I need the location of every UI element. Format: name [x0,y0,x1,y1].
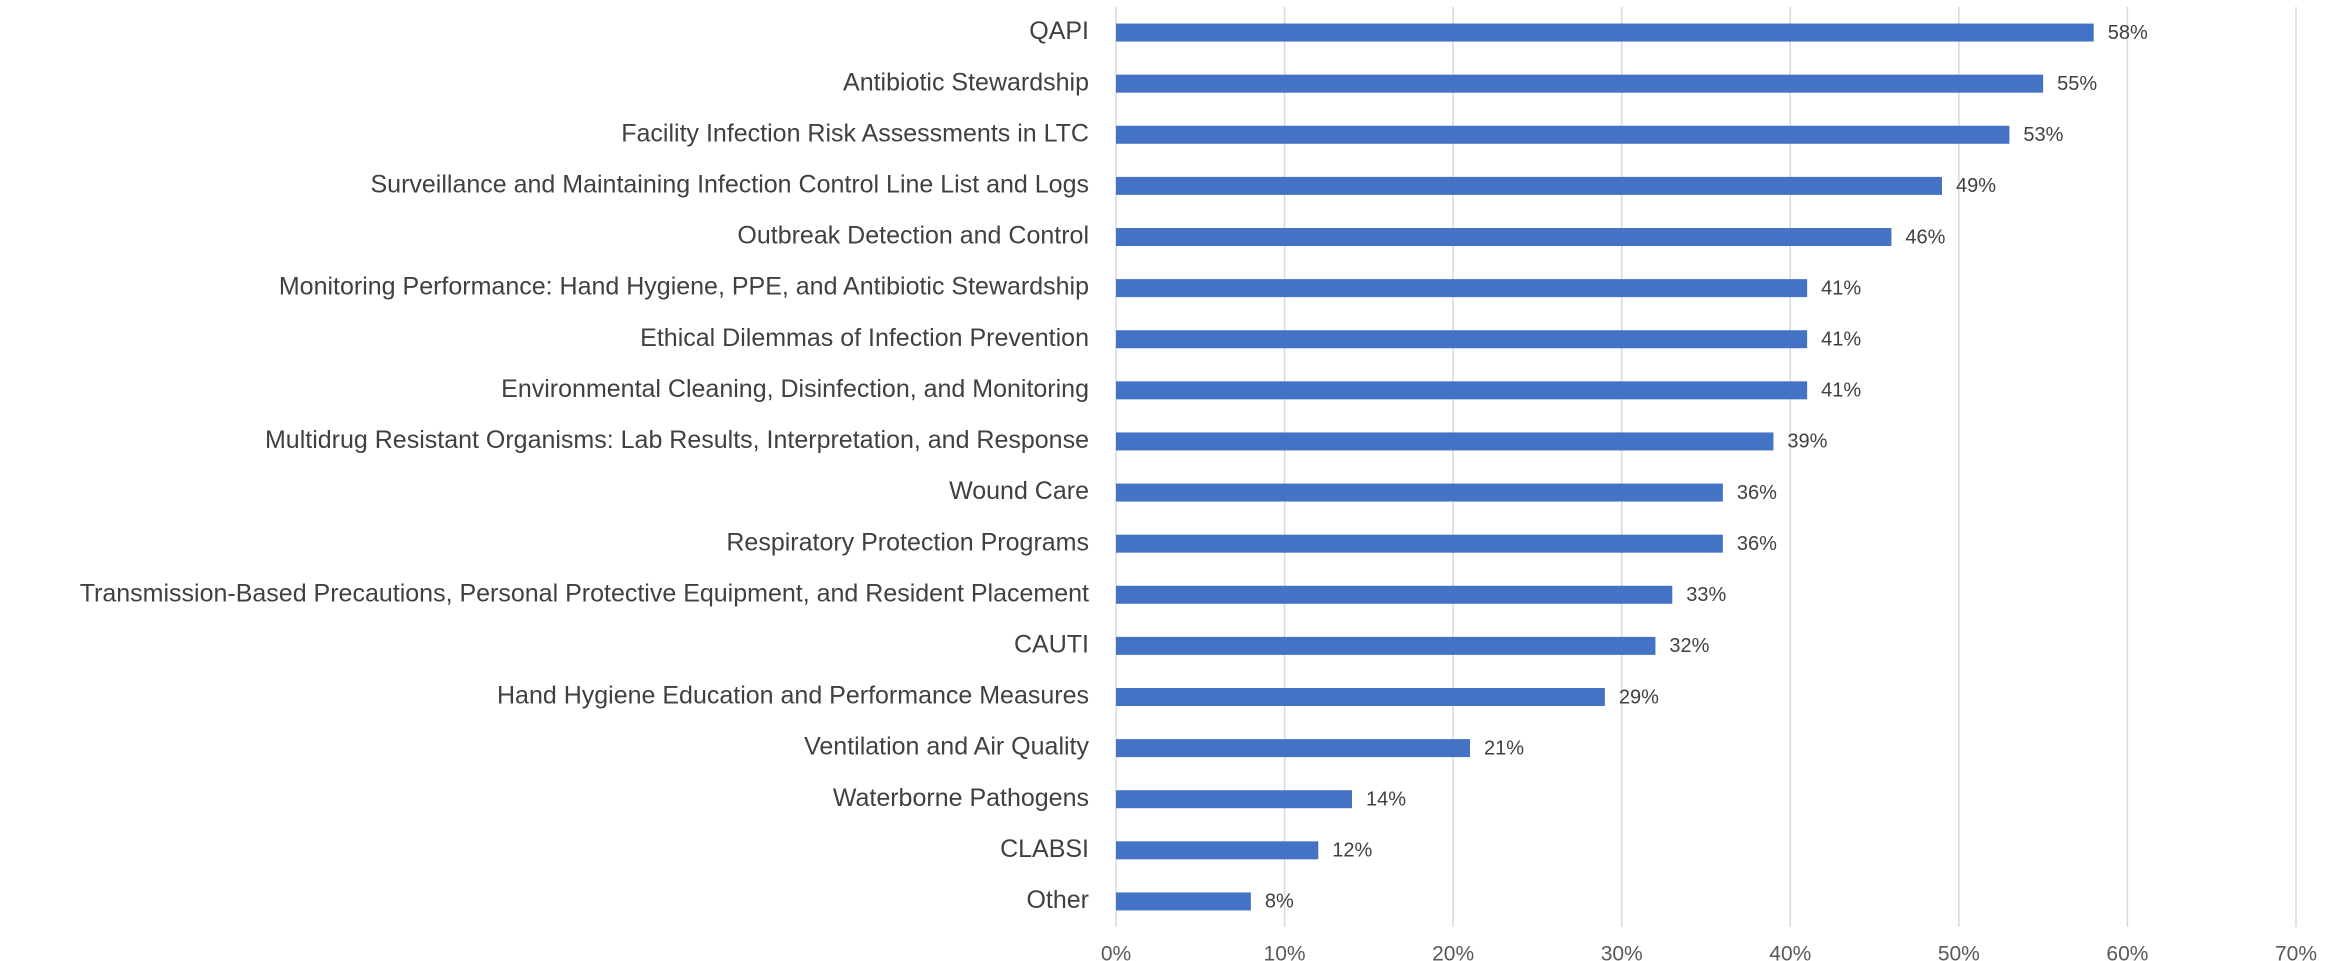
value-label: 58% [2108,22,2148,44]
value-label: 53% [2023,124,2063,146]
bar [1116,381,1808,400]
category-label: Ventilation and Air Quality [804,733,1089,761]
bar [1116,330,1808,349]
bar [1116,636,1656,655]
category-label: Monitoring Performance: Hand Hygiene, PP… [279,273,1089,301]
category-label: Transmission-Based Precautions, Personal… [80,579,1089,607]
value-label: 36% [1737,482,1777,504]
category-label: CAUTI [1014,630,1089,658]
x-tick-label: 50% [1938,943,1980,961]
bar [1116,74,2044,93]
bar [1116,892,1251,911]
category-label: Respiratory Protection Programs [726,528,1089,556]
value-label: 39% [1787,431,1827,453]
category-label: Multidrug Resistant Organisms: Lab Resul… [265,426,1089,454]
value-label: 55% [2057,73,2097,95]
value-label: 41% [1821,329,1861,351]
bar [1116,534,1723,553]
bar [1116,432,1774,451]
value-label: 41% [1821,380,1861,402]
value-label: 32% [1669,635,1709,657]
value-label: 14% [1366,789,1406,811]
bar [1116,688,1605,706]
value-label: 41% [1821,277,1861,299]
category-label: CLABSI [1000,835,1089,863]
category-label: Wound Care [949,477,1089,505]
value-label: 21% [1484,737,1524,759]
category-label: Outbreak Detection and Control [737,222,1089,250]
bar [1116,176,1942,195]
category-label: Facility Infection Risk Assessments in L… [621,119,1089,147]
category-label: QAPI [1029,17,1089,45]
value-label: 12% [1332,840,1372,862]
value-label: 46% [1905,226,1945,248]
category-label: Environmental Cleaning, Disinfection, an… [501,375,1089,403]
value-label: 49% [1956,175,1996,197]
x-tick-label: 30% [1601,943,1643,961]
x-tick-label: 20% [1432,943,1474,961]
bar [1116,125,2010,144]
value-label: 29% [1619,686,1659,708]
category-label: Other [1026,886,1089,914]
bar [1116,23,2094,42]
x-tick-label: 10% [1264,943,1306,961]
bar [1116,585,1673,604]
category-label: Surveillance and Maintaining Infection C… [370,170,1089,198]
bar [1116,739,1470,758]
category-label: Hand Hygiene Education and Performance M… [497,682,1089,710]
x-tick-label: 0% [1101,943,1131,961]
value-label: 33% [1686,584,1726,606]
bar [1116,483,1723,502]
x-tick-label: 40% [1769,943,1811,961]
x-tick-label: 60% [2106,943,2148,961]
category-label: Ethical Dilemmas of Infection Prevention [640,324,1089,352]
bar [1116,279,1808,298]
value-label: 36% [1737,533,1777,555]
bar [1116,228,1892,246]
category-label: Waterborne Pathogens [833,784,1089,812]
category-label: Antibiotic Stewardship [843,68,1089,96]
bar [1116,790,1352,809]
value-label: 8% [1265,891,1294,913]
bar [1116,841,1319,860]
x-tick-label: 70% [2275,943,2317,961]
